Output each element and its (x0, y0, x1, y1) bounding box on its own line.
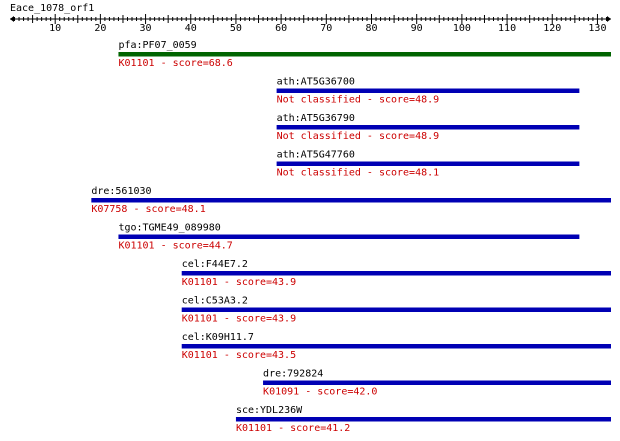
hit-bar (118, 234, 580, 239)
ruler-tick-label: 50 (230, 23, 242, 34)
hit-row: dre:561030 K07758 - score=48.1 (91, 186, 611, 215)
hit-row: cel:F44E7.2 K01101 - score=43.9 (181, 259, 611, 288)
hit-annotation: K01101 - score=43.9 (182, 277, 296, 288)
hit-row: cel:K09H11.7 K01101 - score=43.5 (181, 332, 611, 361)
hit-annotation: K01101 - score=43.9 (182, 314, 296, 325)
hit-name: ath:AT5G47760 (277, 150, 355, 161)
hit-row: tgo:TGME49_089980 K01101 - score=44.7 (118, 223, 580, 252)
hit-row: ath:AT5G36790 Not classified - score=48.9 (276, 113, 580, 142)
hit-row: sce:YDL236W K01101 - score=41.2 (235, 405, 611, 434)
ruler-tick-label: 100 (453, 23, 471, 34)
ruler-tick-label: 40 (185, 23, 197, 34)
hit-annotation: Not classified - score=48.9 (277, 131, 440, 142)
position-ruler: 10 20 30 40 50 60 70 80 90 100 110 120 130 (10, 14, 611, 34)
ruler-tick-label: 60 (275, 23, 287, 34)
hit-bar (276, 161, 580, 166)
hit-bar (276, 88, 580, 93)
hit-name: cel:K09H11.7 (182, 332, 254, 343)
hit-name: dre:561030 (91, 186, 151, 197)
hit-row: ath:AT5G47760 Not classified - score=48.1 (276, 150, 580, 179)
ruler-tick-label: 110 (498, 23, 516, 34)
ruler-tick-label: 90 (411, 23, 423, 34)
hit-bar (181, 344, 611, 349)
ruler-tick-label: 30 (140, 23, 152, 34)
hit-name: sce:YDL236W (236, 405, 303, 416)
query-title: Eace_1078_orf1 (10, 3, 94, 14)
ruler-right-arrow (607, 16, 611, 22)
hit-list: pfa:PF07_0059 K01101 - score=68.6 ath:AT5G… (91, 40, 612, 434)
ruler-tick-label: 120 (543, 23, 561, 34)
hit-row: dre:792824 K01091 - score=42.0 (263, 369, 611, 398)
hit-bar (263, 380, 611, 385)
hit-bar (276, 125, 580, 130)
hit-annotation: K01101 - score=68.6 (118, 58, 232, 69)
hit-row: ath:AT5G36700 Not classified - score=48.9 (276, 77, 580, 106)
hit-name: cel:C53A3.2 (182, 296, 248, 307)
hit-name: dre:792824 (263, 369, 323, 380)
hit-row: pfa:PF07_0059 K01101 - score=68.6 (118, 40, 612, 69)
hit-name: cel:F44E7.2 (182, 259, 248, 270)
ruler-tick-label: 70 (320, 23, 332, 34)
hit-name: pfa:PF07_0059 (118, 40, 196, 51)
hit-bar (181, 271, 611, 276)
hit-bar (235, 417, 611, 422)
ruler-tick-label: 10 (49, 23, 61, 34)
hit-annotation: K01091 - score=42.0 (263, 387, 377, 398)
hit-bar (91, 198, 611, 203)
ruler-tick-label: 80 (365, 23, 377, 34)
hit-name: ath:AT5G36790 (277, 113, 355, 124)
hit-name: ath:AT5G36700 (277, 77, 355, 88)
ruler-tick-label: 130 (588, 23, 606, 34)
hit-annotation: Not classified - score=48.1 (277, 168, 440, 179)
hit-annotation: K01101 - score=43.5 (182, 350, 296, 361)
hit-annotation: Not classified - score=48.9 (277, 95, 440, 106)
hit-bar (181, 307, 611, 312)
ruler-left-arrow (10, 16, 14, 22)
hit-annotation: K07758 - score=48.1 (91, 204, 205, 215)
hit-bar (118, 52, 612, 57)
ruler-tick-label: 20 (94, 23, 106, 34)
hit-row: cel:C53A3.2 K01101 - score=43.9 (181, 296, 611, 325)
hit-annotation: K01101 - score=44.7 (118, 241, 232, 252)
hit-annotation: K01101 - score=41.2 (236, 423, 350, 434)
hit-name: tgo:TGME49_089980 (118, 223, 220, 234)
